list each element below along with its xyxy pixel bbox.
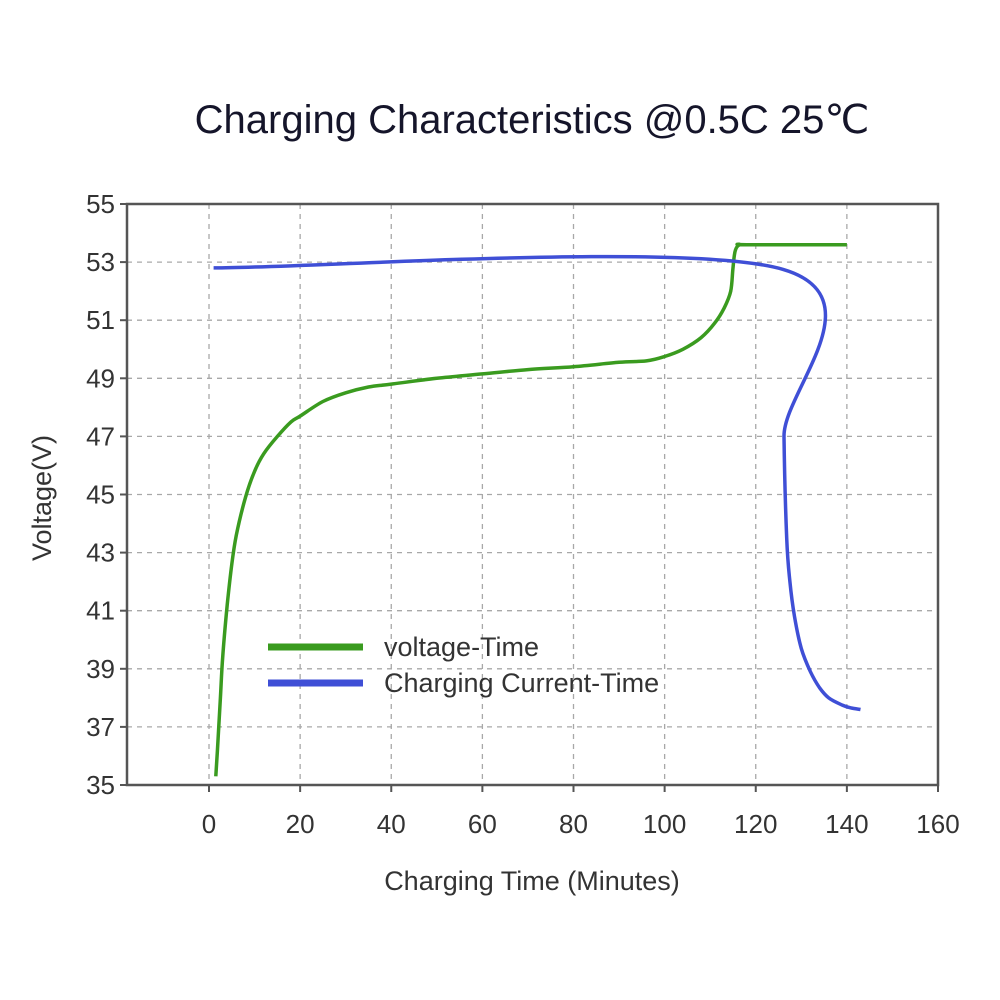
x-tick-label: 60 bbox=[468, 809, 497, 839]
x-tick-label: 100 bbox=[643, 809, 686, 839]
x-axis-ticks: 0 20 40 60 80 100 120 140 160 bbox=[202, 785, 960, 839]
y-tick-label: 39 bbox=[86, 654, 115, 684]
y-tick-label: 49 bbox=[86, 363, 115, 393]
y-axis-label: Voltage(V) bbox=[27, 435, 57, 561]
legend: voltage-Time Charging Current-Time bbox=[268, 632, 659, 698]
x-tick-label: 20 bbox=[286, 809, 315, 839]
x-tick-label: 0 bbox=[202, 809, 216, 839]
chart-title: Charging Characteristics @0.5C 25℃ bbox=[195, 98, 870, 142]
series-lines bbox=[213, 242, 861, 777]
x-tick-label: 140 bbox=[825, 809, 868, 839]
y-tick-label: 51 bbox=[86, 305, 115, 335]
y-tick-label: 45 bbox=[86, 480, 115, 510]
x-tick-label: 80 bbox=[559, 809, 588, 839]
x-tick-label: 160 bbox=[916, 809, 959, 839]
y-axis-ticks: 35 37 39 41 43 45 47 49 51 53 55 bbox=[86, 189, 127, 800]
x-axis-label: Charging Time (Minutes) bbox=[384, 866, 680, 896]
y-tick-label: 43 bbox=[86, 538, 115, 568]
series-line-voltage bbox=[214, 242, 847, 777]
legend-label: Charging Current-Time bbox=[384, 668, 659, 698]
grid bbox=[127, 204, 938, 785]
series-line-current bbox=[213, 254, 861, 712]
x-tick-label: 40 bbox=[377, 809, 406, 839]
y-tick-label: 41 bbox=[86, 596, 115, 626]
y-tick-label: 53 bbox=[86, 247, 115, 277]
x-tick-label: 120 bbox=[734, 809, 777, 839]
y-tick-label: 35 bbox=[86, 770, 115, 800]
y-tick-label: 55 bbox=[86, 189, 115, 219]
y-tick-label: 47 bbox=[86, 421, 115, 451]
legend-label: voltage-Time bbox=[384, 632, 539, 662]
y-tick-label: 37 bbox=[86, 712, 115, 742]
